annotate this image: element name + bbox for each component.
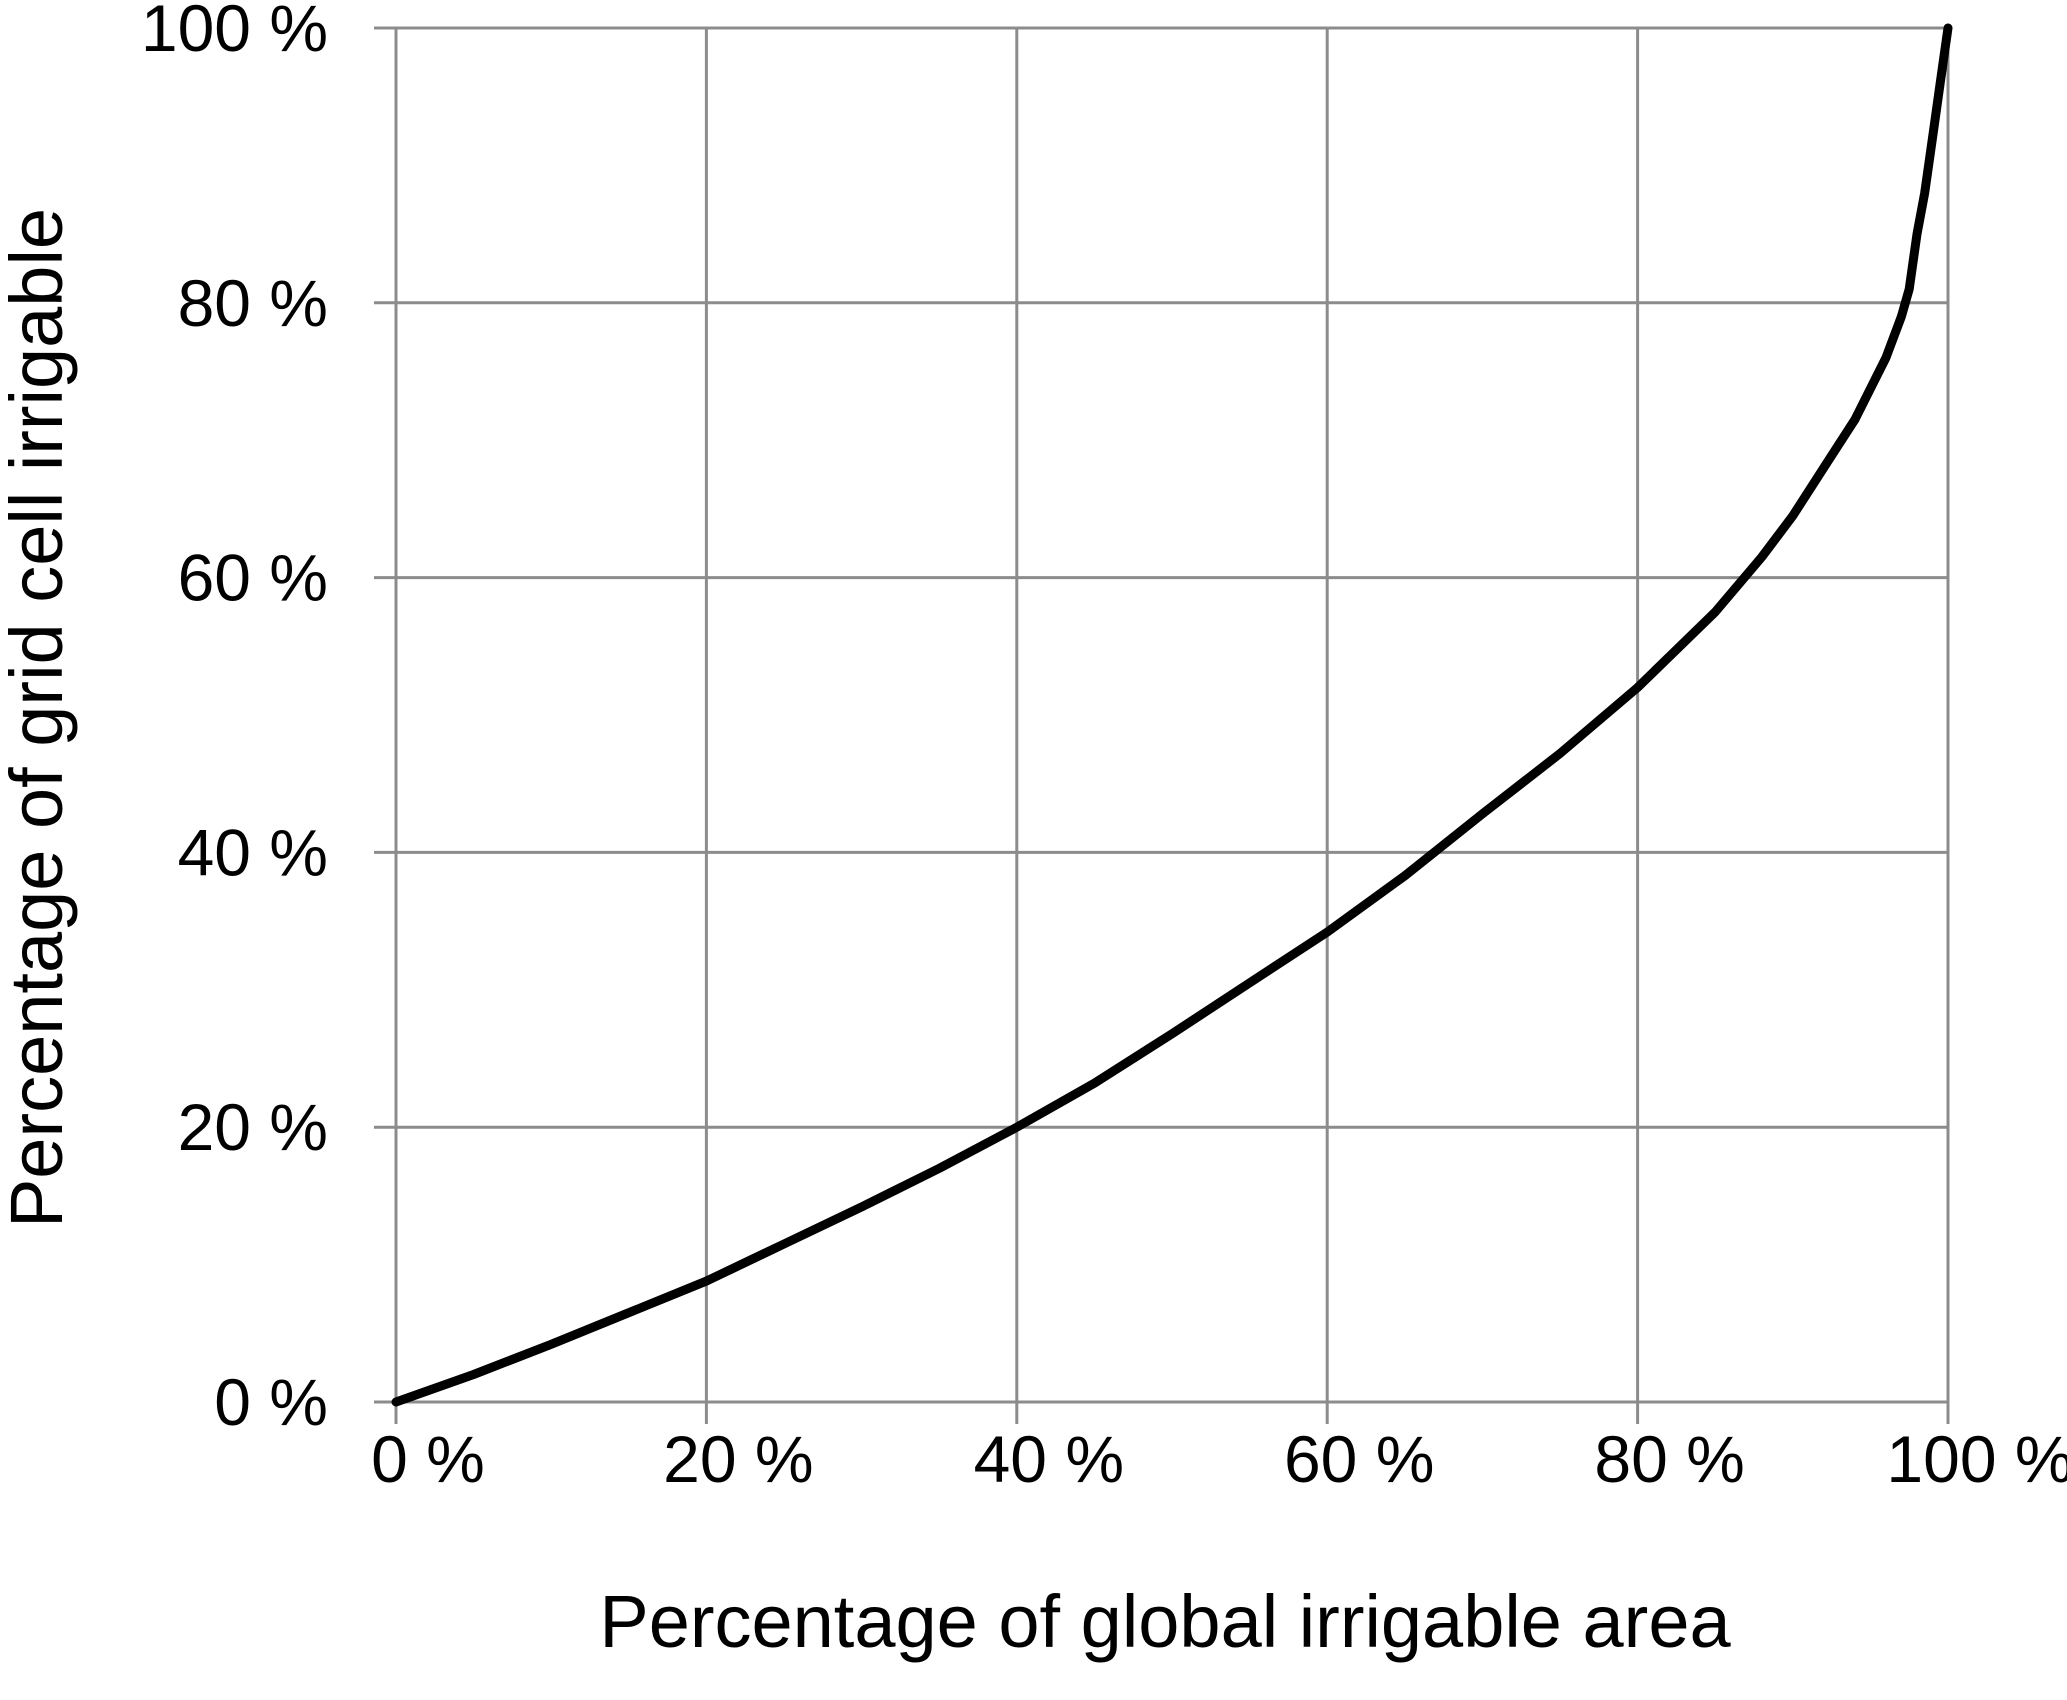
y-tick-labels: 0 % 20 % 40 % 60 % 80 % 100 %: [141, 0, 328, 1439]
x-tick-label-4: 80 %: [1594, 1422, 1744, 1496]
y-tick-label-0: 0 %: [214, 1365, 328, 1439]
x-tick-labels: 0 % 20 % 40 % 60 % 80 % 100 %: [371, 1422, 2067, 1496]
y-tick-label-1: 20 %: [178, 1090, 328, 1164]
y-tick-label-3: 60 %: [178, 541, 328, 615]
series-line-0: [391, 23, 1953, 1407]
x-tick-label-1: 20 %: [663, 1422, 813, 1496]
x-tick-label-0: 0 %: [371, 1422, 485, 1496]
grid-lines: [394, 26, 1950, 1404]
x-tick-label-2: 40 %: [974, 1422, 1124, 1496]
x-tick-label-5: 100 %: [1886, 1422, 2067, 1496]
x-tick-label-3: 60 %: [1284, 1422, 1434, 1496]
y-tick-label-4: 80 %: [178, 266, 328, 340]
y-axis-title: Percentage of grid cell irrigable: [0, 208, 78, 1228]
y-tick-label-5: 100 %: [141, 0, 328, 65]
y-tick-label-2: 40 %: [178, 815, 328, 889]
axes: [374, 26, 1950, 1424]
series-layer: [391, 23, 1953, 1407]
x-axis-title: Percentage of global irrigable area: [599, 1580, 1731, 1663]
